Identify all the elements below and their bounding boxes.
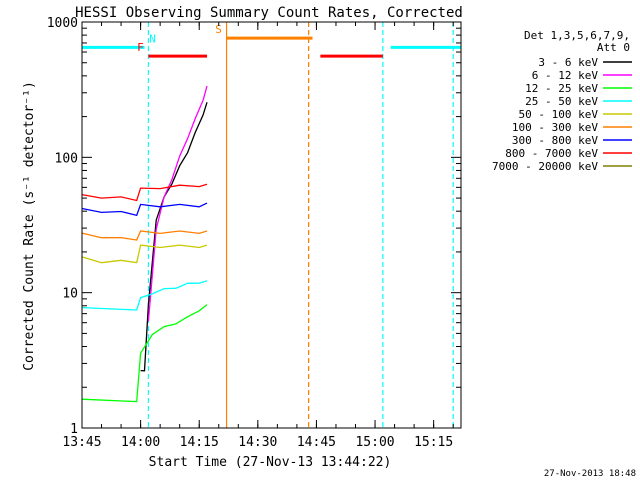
legend-label: 50 - 100 keV	[519, 108, 599, 121]
legend-label: 6 - 12 keV	[532, 69, 599, 82]
flag-label: N	[149, 32, 156, 45]
legend-label: 300 - 800 keV	[512, 134, 598, 147]
y-tick-label: 10	[62, 287, 78, 302]
legend-label: 25 - 50 keV	[525, 95, 598, 108]
legend-label: 3 - 6 keV	[538, 56, 598, 69]
series-line	[81, 244, 208, 264]
y-axis-label: Corrected Count Rate (s⁻¹ detector⁻¹)	[22, 81, 37, 371]
y-tick-label: 100	[55, 151, 78, 166]
y-axis: 1 10 100 1000	[47, 16, 461, 437]
legend-header: Att 0	[597, 41, 630, 54]
x-tick-label: 14:45	[297, 435, 336, 450]
series-line	[81, 230, 208, 241]
x-tick-label: 14:00	[121, 435, 160, 450]
series-line	[147, 85, 208, 322]
chart-title: HESSI Observing Summary Count Rates, Cor…	[75, 5, 463, 21]
y-tick-label: 1	[70, 422, 78, 437]
x-tick-label: 15:15	[414, 435, 453, 450]
x-tick-label: 15:00	[355, 435, 394, 450]
flag-label: S	[215, 23, 222, 36]
series-line	[81, 202, 208, 217]
plot-frame	[81, 21, 462, 429]
legend-label: 7000 - 20000 keV	[492, 160, 598, 173]
series-line	[140, 102, 208, 372]
series-line	[81, 183, 208, 202]
x-axis: 13:45 14:00 14:15 14:30 14:45 15:00 15:15	[62, 22, 454, 450]
x-tick-label: 13:45	[62, 435, 101, 450]
legend-label: 12 - 25 keV	[525, 82, 598, 95]
series-line	[81, 280, 208, 311]
legend-label: 100 - 300 keV	[512, 121, 598, 134]
flag-label: F	[137, 41, 144, 54]
series-line	[81, 304, 208, 403]
x-tick-label: 14:30	[238, 435, 277, 450]
legend-label: 800 - 7000 keV	[505, 147, 598, 160]
y-tick-label: 1000	[47, 16, 78, 31]
legend-header: Det 1,3,5,6,7,9,	[524, 29, 630, 42]
x-tick-label: 14:15	[180, 435, 219, 450]
x-axis-label: Start Time (27-Nov-13 13:44:22)	[149, 455, 392, 470]
footer-timestamp: 27-Nov-2013 18:48	[544, 469, 636, 479]
plot-area: NF S	[82, 22, 461, 428]
